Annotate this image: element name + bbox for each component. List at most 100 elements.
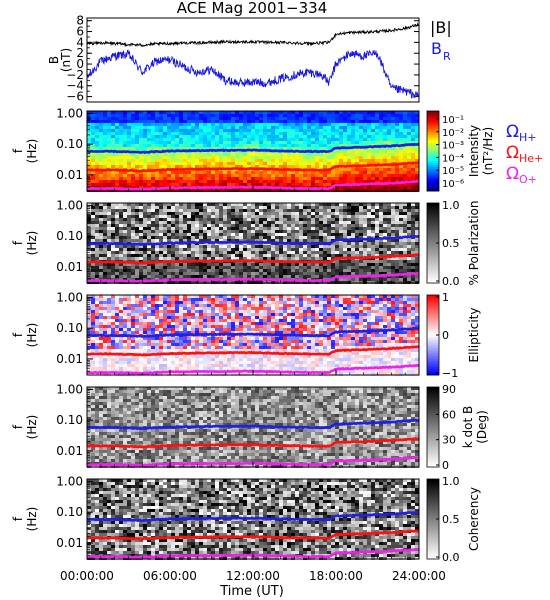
spectrogram-cell (251, 227, 255, 230)
spectrogram-cell (87, 325, 91, 328)
spectrogram-cell (91, 331, 95, 334)
spectrogram-cell (87, 337, 91, 340)
spectrogram-cell (299, 272, 303, 275)
spectrogram-cell (155, 218, 159, 221)
spectrogram-cell (207, 227, 211, 230)
spectrogram-cell (163, 111, 167, 114)
spectrogram-cell (91, 221, 95, 224)
spectrogram-cell (271, 138, 275, 141)
spectrogram-cell (395, 215, 399, 218)
spectrogram-cell (267, 272, 271, 275)
spectrogram-cell (123, 111, 127, 114)
spectrogram-cell (139, 257, 143, 260)
spectrogram-cell (391, 233, 395, 236)
spectrogram-cell (187, 144, 191, 147)
spectrogram-cell (323, 144, 327, 147)
spectrogram-cell (175, 120, 179, 123)
spectrogram-cell (175, 117, 179, 120)
spectrogram-cell (215, 230, 219, 233)
spectrogram-cell (363, 171, 367, 174)
spectrogram-cell (87, 263, 91, 266)
spectrogram-cell (283, 162, 287, 165)
spectrogram-cell (167, 111, 171, 114)
spectrogram-cell (279, 123, 283, 126)
spectrogram-cell (195, 123, 199, 126)
spectrogram-cell (183, 254, 187, 257)
spectrogram-cell (267, 257, 271, 260)
spectrogram-cell (355, 153, 359, 156)
spectrogram-cell (319, 114, 323, 117)
spectrogram-cell (275, 236, 279, 239)
spectrogram-cell (383, 230, 387, 233)
spectrogram-cell (175, 245, 179, 248)
spectrogram-cell (135, 266, 139, 269)
spectrogram-cell (415, 135, 419, 138)
spectrogram-cell (355, 144, 359, 147)
spectrogram-cell (403, 275, 407, 278)
spectrogram-cell (203, 275, 207, 278)
spectrogram-cell (263, 141, 267, 144)
spectrogram-cell (275, 129, 279, 132)
spectrogram-cell (287, 272, 291, 275)
spectrogram-cell (159, 129, 163, 132)
spectrogram-cell (399, 114, 403, 117)
spectrogram-cell (151, 272, 155, 275)
spectrogram-cell (195, 257, 199, 260)
spectrogram-cell (183, 272, 187, 275)
spectrogram-cell (403, 233, 407, 236)
spectrogram-cell (255, 165, 259, 168)
spectrogram-cell (319, 129, 323, 132)
spectrogram-cell (115, 322, 119, 325)
spectrogram-cell (323, 206, 327, 209)
spectrogram-cell (255, 254, 259, 257)
spectrogram-cell (139, 123, 143, 126)
spectrogram-cell (271, 141, 275, 144)
spectrogram-cell (335, 254, 339, 257)
spectrogram-cell (155, 156, 159, 159)
spectrogram-cell (199, 138, 203, 141)
spectrogram-cell (195, 162, 199, 165)
spectrogram-cell (239, 132, 243, 135)
spectrogram-cell (227, 141, 231, 144)
spectrogram-cell (191, 203, 195, 206)
spectrogram-cell (351, 242, 355, 245)
colorbar-segment (427, 111, 439, 114)
spectrogram-cell (415, 215, 419, 218)
spectrogram-cell (147, 153, 151, 156)
spectrogram-cell (343, 159, 347, 162)
spectrogram-cell (179, 266, 183, 269)
spectrogram-cell (215, 257, 219, 260)
spectrogram-cell (143, 218, 147, 221)
spectrogram-cell (199, 227, 203, 230)
spectrogram-cell (347, 153, 351, 156)
spectrogram-cell (323, 141, 327, 144)
spectrogram-cell (223, 272, 227, 275)
spectrogram-cell (399, 153, 403, 156)
spectrogram-cell (95, 180, 99, 183)
spectrogram-cell (143, 126, 147, 129)
spectrogram-cell (143, 171, 147, 174)
spectrogram-cell (239, 120, 243, 123)
spectrogram-cell (303, 135, 307, 138)
spectrogram-cell (299, 141, 303, 144)
spectrogram-cell (251, 132, 255, 135)
spectrogram-cell (135, 269, 139, 272)
spectrogram-cell (87, 224, 91, 227)
spectrogram-cell (387, 114, 391, 117)
spectrogram-cell (159, 212, 163, 215)
spectrogram-cell (167, 132, 171, 135)
spectrogram-cell (367, 141, 371, 144)
spectrogram-cell (179, 218, 183, 221)
spectrogram-cell (127, 278, 131, 281)
spectrogram-cell (267, 227, 271, 230)
spectrogram-cell (307, 236, 311, 239)
spectrogram-cell (111, 331, 115, 334)
spectrogram-cell (171, 248, 175, 251)
spectrogram-cell (339, 144, 343, 147)
spectrogram-cell (279, 221, 283, 224)
spectrogram-cell (167, 254, 171, 257)
spectrogram-cell (139, 117, 143, 120)
spectrogram-cell (235, 117, 239, 120)
spectrogram-cell (99, 343, 103, 346)
